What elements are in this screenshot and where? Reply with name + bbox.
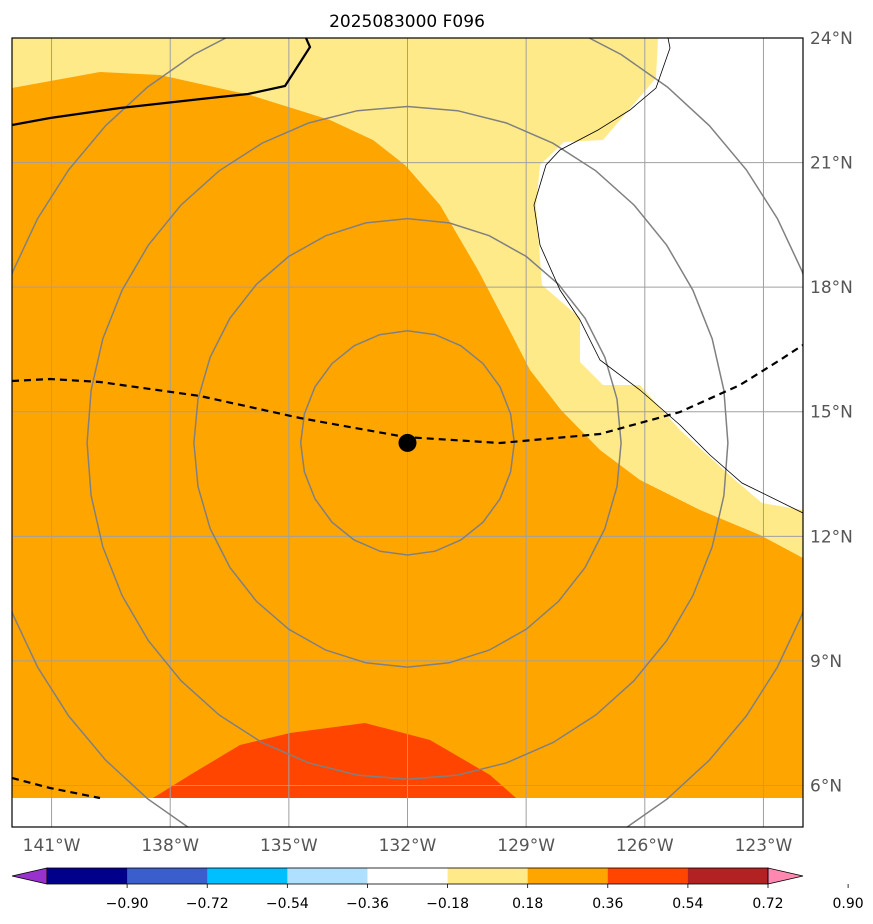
colorbar-tick-label-3: −0.36 <box>346 896 389 912</box>
colorbar-tick-label-5: 0.18 <box>512 896 543 912</box>
shaded-fields <box>12 38 803 827</box>
colorbar-tick-label-6: 0.36 <box>592 896 623 912</box>
colorbar-swatch-5 <box>447 868 529 884</box>
longitude-label-4: 129°W <box>497 836 555 856</box>
longitude-label-5: 126°W <box>616 836 674 856</box>
figure-title: 2025083000 F096 <box>329 12 485 32</box>
colorbar-extend-low <box>11 867 48 885</box>
solid-contour-line <box>12 38 312 127</box>
colorbar-swatch-1 <box>127 868 208 884</box>
colorbar-tick-label-2: −0.54 <box>266 896 309 912</box>
colorbar-tick-label-8: 0.72 <box>752 896 783 912</box>
longitude-label-0: 141°W <box>23 836 81 856</box>
dashed-track-line <box>12 344 803 445</box>
latitude-label-0: 24°N <box>810 29 853 49</box>
colorbar-tick-label-0: −0.90 <box>106 896 149 912</box>
lat-lon-grid <box>12 38 803 827</box>
colorbar-swatch-0 <box>47 868 128 884</box>
range-ring-3 <box>12 38 803 827</box>
coastline <box>533 38 803 514</box>
range-ring-0 <box>299 330 516 556</box>
longitude-label-3: 132°W <box>379 836 437 856</box>
colorbar-tick-label-7: 0.54 <box>672 896 703 912</box>
colorbar-swatch-4 <box>367 868 449 884</box>
range-ring-2 <box>86 105 729 780</box>
colorbar-swatch-8 <box>687 868 769 884</box>
colorbar-swatch-2 <box>207 868 288 884</box>
latitude-labels: 24°N 21°N 18°N 15°N 12°N 9°N 6°N <box>810 29 853 796</box>
map-frame <box>11 37 804 828</box>
longitude-labels: 141°W 138°W 135°W 132°W 129°W 126°W 123°W <box>23 836 793 856</box>
colorbar-swatch-3 <box>287 868 368 884</box>
colorbar-swatch-7 <box>607 868 689 884</box>
colorbar-frame <box>46 867 769 885</box>
colorbar-tick-label-9: 0.90 <box>833 896 864 912</box>
colorbar-tick-labels: −0.90 −0.72 −0.54 −0.36 −0.18 0.18 0.36 0.54 0.7… <box>106 884 864 912</box>
dashed-contour-line <box>12 776 101 800</box>
range-rings <box>12 38 803 827</box>
range-ring-1 <box>193 217 622 668</box>
latitude-label-3: 15°N <box>810 403 853 423</box>
map-panel <box>11 37 804 828</box>
colorbar <box>11 867 804 885</box>
latitude-label-2: 18°N <box>810 278 853 298</box>
longitude-label-6: 123°W <box>735 836 793 856</box>
colorbar-extend-high <box>767 867 804 885</box>
latitude-label-4: 12°N <box>810 527 853 547</box>
field-high-region <box>153 723 516 798</box>
colorbar-tick-label-1: −0.72 <box>186 896 229 912</box>
longitude-label-1: 138°W <box>141 836 199 856</box>
colorbar-tick-label-4: −0.18 <box>426 896 469 912</box>
latitude-label-5: 9°N <box>810 652 842 672</box>
latitude-label-6: 6°N <box>810 776 842 796</box>
colorbar-swatch-6 <box>527 868 609 884</box>
storm-center-marker <box>398 433 417 452</box>
latitude-label-1: 21°N <box>810 154 853 174</box>
longitude-label-2: 135°W <box>260 836 318 856</box>
